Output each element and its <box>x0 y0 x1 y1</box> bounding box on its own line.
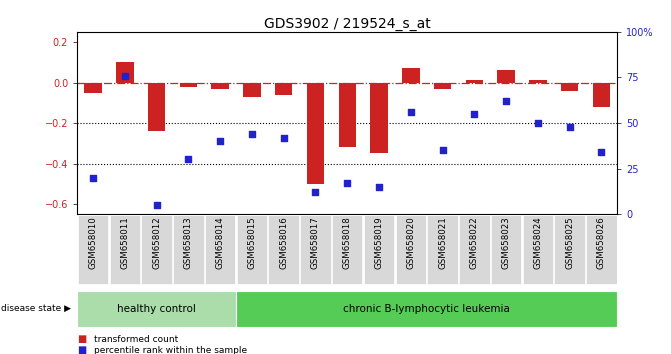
Text: GSM658020: GSM658020 <box>406 216 415 269</box>
Point <box>246 131 257 137</box>
Text: ■: ■ <box>77 346 87 354</box>
Bar <box>434 82 452 88</box>
Text: GSM658010: GSM658010 <box>89 216 97 269</box>
Bar <box>109 215 140 284</box>
Bar <box>395 215 426 284</box>
Bar <box>554 215 585 284</box>
Bar <box>300 215 331 284</box>
Bar <box>370 82 388 153</box>
Bar <box>236 291 617 327</box>
Bar <box>561 82 578 91</box>
Text: GSM658024: GSM658024 <box>533 216 542 269</box>
Bar <box>148 82 165 131</box>
Point <box>215 138 225 144</box>
Bar <box>85 82 102 93</box>
Point <box>469 111 480 117</box>
Point <box>151 202 162 208</box>
Bar <box>173 215 203 284</box>
Bar <box>205 215 236 284</box>
Bar <box>332 215 362 284</box>
Text: GSM658021: GSM658021 <box>438 216 447 269</box>
Bar <box>338 82 356 147</box>
Bar <box>275 82 293 95</box>
Point <box>564 124 575 130</box>
Text: GSM658016: GSM658016 <box>279 216 289 269</box>
Title: GDS3902 / 219524_s_at: GDS3902 / 219524_s_at <box>264 17 431 31</box>
Bar <box>459 215 490 284</box>
Bar <box>466 80 483 82</box>
Bar <box>529 80 547 82</box>
Bar <box>142 215 172 284</box>
Point <box>310 189 321 195</box>
Bar <box>491 215 521 284</box>
Point <box>88 175 99 181</box>
Bar <box>78 215 108 284</box>
Bar <box>307 82 324 184</box>
Text: GSM658011: GSM658011 <box>120 216 130 269</box>
Text: GSM658015: GSM658015 <box>248 216 256 269</box>
Text: chronic B-lymphocytic leukemia: chronic B-lymphocytic leukemia <box>344 304 510 314</box>
Text: ■: ■ <box>77 334 87 344</box>
Text: GSM658013: GSM658013 <box>184 216 193 269</box>
Point <box>437 148 448 153</box>
Text: GSM658018: GSM658018 <box>343 216 352 269</box>
Point <box>278 135 289 141</box>
Text: percentile rank within the sample: percentile rank within the sample <box>94 346 247 354</box>
Text: healthy control: healthy control <box>117 304 196 314</box>
Text: GSM658012: GSM658012 <box>152 216 161 269</box>
Bar <box>586 215 617 284</box>
Bar <box>77 291 236 327</box>
Bar <box>211 82 229 88</box>
Bar <box>364 215 395 284</box>
Bar <box>116 62 134 82</box>
Bar <box>427 215 458 284</box>
Point <box>374 184 384 190</box>
Point <box>533 120 544 126</box>
Text: disease state ▶: disease state ▶ <box>1 304 71 313</box>
Bar <box>243 82 260 97</box>
Text: GSM658023: GSM658023 <box>502 216 511 269</box>
Bar <box>497 70 515 82</box>
Text: GSM658014: GSM658014 <box>215 216 225 269</box>
Bar <box>237 215 267 284</box>
Text: transformed count: transformed count <box>94 335 178 344</box>
Point <box>501 98 511 104</box>
Point <box>342 180 353 186</box>
Text: GSM658022: GSM658022 <box>470 216 479 269</box>
Text: GSM658026: GSM658026 <box>597 216 606 269</box>
Bar <box>402 68 419 82</box>
Bar <box>268 215 299 284</box>
Point <box>119 73 130 79</box>
Point <box>183 156 194 162</box>
Point <box>405 109 416 115</box>
Bar <box>592 82 610 107</box>
Text: GSM658019: GSM658019 <box>374 216 384 269</box>
Text: GSM658017: GSM658017 <box>311 216 320 269</box>
Point <box>596 149 607 155</box>
Bar <box>523 215 553 284</box>
Text: GSM658025: GSM658025 <box>565 216 574 269</box>
Bar <box>180 82 197 86</box>
